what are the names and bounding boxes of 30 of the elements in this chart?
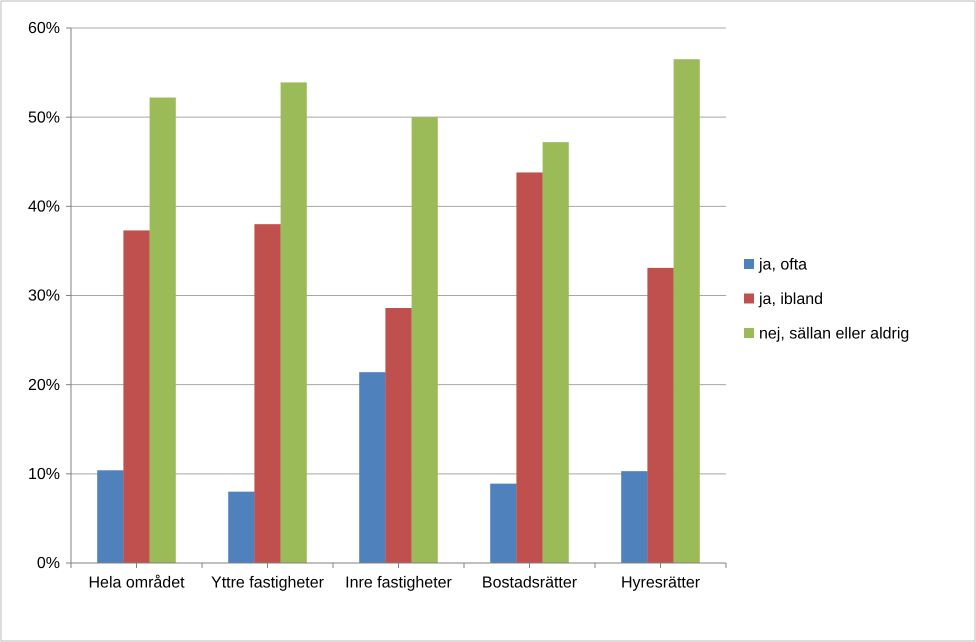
bar [674, 59, 700, 563]
x-tick-label: Inre fastigheter [345, 574, 453, 592]
bar [621, 471, 648, 563]
bar [254, 224, 281, 563]
y-tick-label: 20% [28, 376, 60, 394]
bar [542, 142, 569, 563]
bar [228, 492, 254, 563]
bar [516, 172, 543, 563]
x-tick-label: Yttre fastigheter [211, 574, 325, 592]
bar [359, 372, 386, 563]
bar [647, 268, 674, 563]
x-tick-label: Hyresrätter [620, 574, 701, 592]
x-tick-label: Bostadsrätter [482, 574, 578, 592]
legend-label: ja, ibland [758, 291, 824, 308]
bar [412, 117, 438, 563]
bar [97, 470, 124, 563]
bar [280, 82, 307, 563]
legend-label: nej, sällan eller aldrig [759, 326, 910, 343]
bar [123, 230, 150, 563]
y-tick-label: 0% [36, 555, 60, 572]
y-tick-label: 50% [28, 109, 60, 126]
x-tick-label: Hela området [88, 574, 186, 592]
y-tick-label: 30% [28, 288, 60, 305]
y-tick-label: 10% [28, 466, 60, 483]
legend-label: ja, ofta [758, 256, 808, 274]
y-tick-label: 60% [28, 20, 60, 38]
bar [150, 98, 176, 563]
bar [490, 484, 516, 563]
bar [385, 308, 412, 563]
y-tick-label: 40% [28, 198, 60, 216]
